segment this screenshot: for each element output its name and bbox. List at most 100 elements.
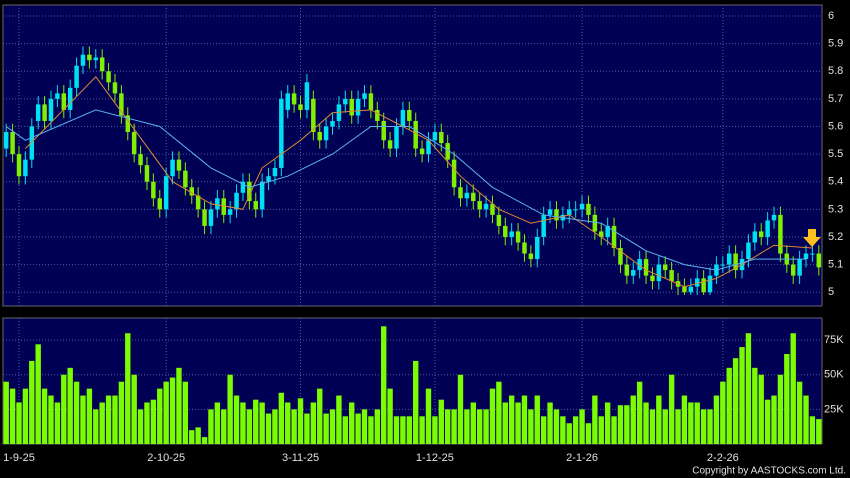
candle-body: [688, 286, 694, 293]
volume-bar: [688, 402, 694, 444]
moving-average-line: [5, 109, 806, 271]
y-tick-label: 5.2: [828, 231, 843, 243]
candle-body: [266, 176, 271, 182]
candle-body: [183, 170, 188, 188]
candle-body: [10, 132, 15, 155]
candle-body: [765, 220, 770, 237]
volume-bar: [361, 409, 368, 444]
volume-bar: [227, 374, 233, 444]
candle-body: [464, 192, 470, 199]
volume-bar: [457, 374, 464, 444]
volume-bar: [304, 413, 310, 444]
volume-bar: [221, 409, 227, 444]
candle-body: [586, 203, 591, 215]
candle-body: [317, 132, 322, 141]
candle-body: [291, 93, 297, 105]
y-tick-label: 5.8: [828, 65, 843, 77]
volume-bar: [272, 409, 278, 444]
volume-bar: [208, 409, 214, 444]
volume-bar: [598, 416, 604, 444]
volume-bar: [48, 395, 54, 444]
volume-bar: [233, 395, 240, 444]
volume-bar: [521, 395, 528, 444]
volume-bar: [278, 392, 285, 444]
y-tick-label: 5.3: [828, 203, 843, 215]
candle-body: [726, 253, 732, 265]
candle-body: [285, 93, 290, 110]
candle-body: [778, 214, 783, 254]
volume-bar: [297, 398, 304, 444]
volume-bar: [784, 354, 790, 444]
candle-body: [362, 93, 367, 99]
candle-body: [483, 203, 489, 210]
y-tick-label: 6: [828, 10, 834, 22]
candle-body: [471, 192, 476, 202]
candle-body: [490, 203, 495, 215]
candle-body: [240, 181, 246, 193]
candle-body: [400, 109, 406, 127]
volume-bar: [246, 409, 253, 444]
candle-body: [330, 120, 335, 127]
candle-body: [432, 132, 438, 141]
candle-body: [426, 140, 431, 155]
volume-bar: [502, 402, 508, 444]
candle-body: [195, 195, 201, 210]
volume-bar: [105, 395, 112, 444]
volume-bar: [336, 395, 342, 444]
candle-body: [208, 209, 214, 226]
candle-body: [125, 115, 131, 133]
candle-body: [176, 159, 182, 171]
candle-body: [99, 57, 105, 72]
volume-bar: [553, 409, 560, 444]
volume-bar: [317, 388, 323, 444]
candle-body: [23, 159, 28, 177]
candle-body: [227, 209, 233, 215]
candle-body: [407, 109, 412, 121]
volume-bar: [61, 374, 67, 444]
candle-body: [618, 248, 623, 265]
volume-bar: [240, 402, 246, 444]
volume-bar: [163, 381, 169, 444]
volume-bar: [29, 360, 35, 444]
marks: [3, 46, 822, 444]
volume-bar: [125, 333, 131, 444]
candle-body: [803, 253, 809, 260]
volume-bar: [752, 367, 758, 444]
volume-bar: [771, 395, 777, 444]
volume-bar: [611, 416, 617, 444]
x-tick-label: 1-12-25: [416, 452, 454, 464]
candle-body: [375, 109, 380, 121]
candle-body: [189, 187, 194, 196]
y-tick-label: 50K: [824, 369, 844, 381]
candle-body: [816, 253, 822, 268]
candle-body: [592, 214, 598, 232]
candle-body: [650, 275, 655, 282]
candle-body: [503, 225, 508, 237]
candle-body: [535, 236, 540, 260]
volume-bar: [329, 409, 336, 444]
volume-bar: [438, 399, 444, 444]
volume-bar: [253, 399, 259, 444]
candle-body: [93, 57, 99, 61]
candle-body: [541, 214, 546, 237]
candle-body: [48, 98, 54, 121]
candle-body: [144, 165, 150, 182]
candle-body: [349, 98, 354, 116]
volume-bar: [80, 395, 86, 444]
volume-bar: [816, 419, 822, 444]
volume-bar: [720, 381, 726, 444]
volume-bar: [528, 409, 534, 444]
volume-bar: [489, 388, 496, 444]
candle-body: [131, 132, 137, 155]
volume-bar: [112, 395, 118, 444]
volume-bar: [649, 409, 656, 444]
candle-body: [790, 264, 796, 276]
candle-body: [451, 159, 457, 188]
candle-body: [701, 278, 706, 293]
candle-body: [163, 176, 169, 210]
candle-body: [637, 259, 642, 271]
candle-body: [439, 132, 444, 144]
volume-bar: [624, 405, 630, 444]
volume-bar: [22, 388, 29, 444]
volume-bar: [310, 402, 317, 444]
